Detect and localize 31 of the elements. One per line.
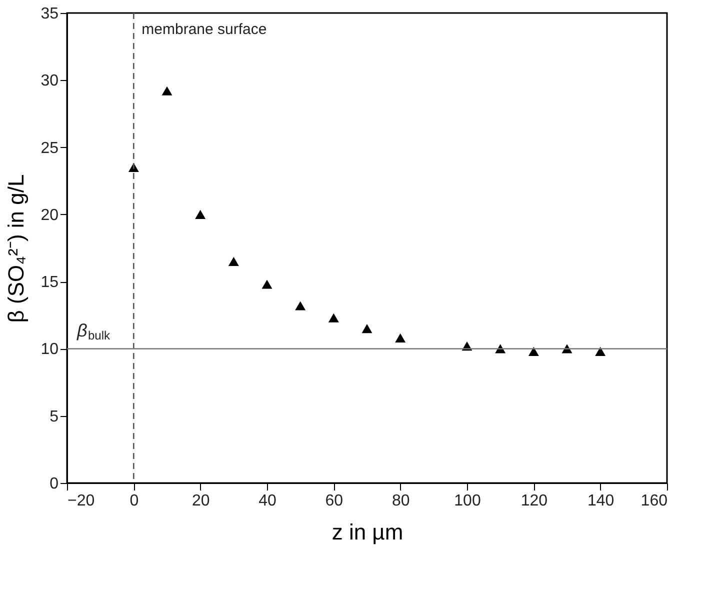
y-tick-label: 35	[40, 6, 59, 22]
x-axis-title: z in µm	[332, 520, 404, 544]
point	[195, 210, 206, 219]
x-tick-label: 160	[640, 492, 668, 510]
point	[328, 313, 339, 322]
x-tick-label: 120	[520, 492, 548, 510]
x-tick-label: −20	[68, 492, 95, 510]
y-tick-label: 15	[40, 274, 59, 292]
point	[528, 346, 539, 356]
x-tick-label: 40	[258, 492, 276, 510]
x-tick-label: 100	[454, 492, 481, 510]
y-tick-label: 5	[50, 408, 59, 426]
y-tick-label: 30	[40, 72, 59, 90]
point	[595, 346, 606, 356]
x-tick-label: 80	[392, 492, 410, 510]
x-tick-label: 140	[587, 492, 614, 510]
point	[162, 86, 172, 96]
point	[295, 301, 306, 310]
point	[262, 280, 272, 289]
x-tick-label: 0	[130, 492, 139, 510]
y-tick-label: 10	[40, 341, 59, 358]
y-axis-title: β (SO₄²⁻) in g/L	[4, 174, 29, 323]
y-tick-label: 20	[40, 206, 59, 224]
y-tick-label: 0	[50, 476, 59, 492]
x-tick-label: 60	[325, 492, 344, 510]
y-tick-label: 25	[40, 140, 59, 157]
point	[362, 324, 372, 334]
ref-line-label: membrane surface	[142, 21, 267, 38]
point	[395, 333, 406, 343]
x-tick-label: 20	[192, 492, 210, 510]
point	[228, 256, 239, 266]
